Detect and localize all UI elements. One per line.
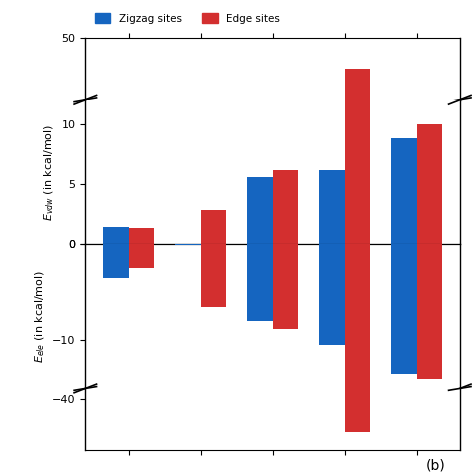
- Bar: [247, 177, 273, 244]
- Bar: [273, 244, 298, 329]
- Bar: [175, 244, 201, 245]
- Bar: [273, 170, 298, 244]
- Bar: [345, 69, 370, 296]
- Text: (b): (b): [426, 458, 446, 472]
- Bar: [392, 138, 417, 244]
- Bar: [392, 250, 417, 296]
- Bar: [201, 281, 226, 296]
- Bar: [417, 192, 442, 264]
- Bar: [103, 227, 128, 244]
- Bar: [319, 170, 345, 244]
- Bar: [417, 244, 442, 379]
- Bar: [201, 192, 226, 226]
- Bar: [273, 192, 298, 238]
- Bar: [319, 244, 345, 345]
- Bar: [247, 192, 273, 234]
- Bar: [417, 244, 442, 296]
- Bar: [103, 289, 128, 296]
- Legend: Zigzag sites, Edge sites: Zigzag sites, Edge sites: [91, 9, 284, 27]
- Bar: [345, 244, 370, 474]
- Bar: [319, 192, 345, 246]
- Bar: [392, 192, 417, 262]
- Y-axis label: $E_{vdw}$ (in kcal/mol): $E_{vdw}$ (in kcal/mol): [43, 123, 56, 220]
- Bar: [103, 244, 128, 278]
- Bar: [128, 192, 154, 205]
- Bar: [247, 244, 273, 321]
- Bar: [345, 0, 370, 88]
- Bar: [319, 264, 345, 296]
- Bar: [345, 0, 370, 244]
- Bar: [103, 192, 128, 210]
- Bar: [128, 244, 154, 268]
- Bar: [201, 244, 226, 307]
- Bar: [273, 264, 298, 296]
- Bar: [345, 398, 370, 474]
- Bar: [201, 210, 226, 244]
- Bar: [247, 267, 273, 296]
- Bar: [128, 228, 154, 244]
- Y-axis label: $E_{ele}$ (in kcal/mol): $E_{ele}$ (in kcal/mol): [33, 270, 46, 363]
- Bar: [417, 124, 442, 244]
- Bar: [345, 192, 370, 432]
- Bar: [392, 244, 417, 374]
- Bar: [128, 289, 154, 296]
